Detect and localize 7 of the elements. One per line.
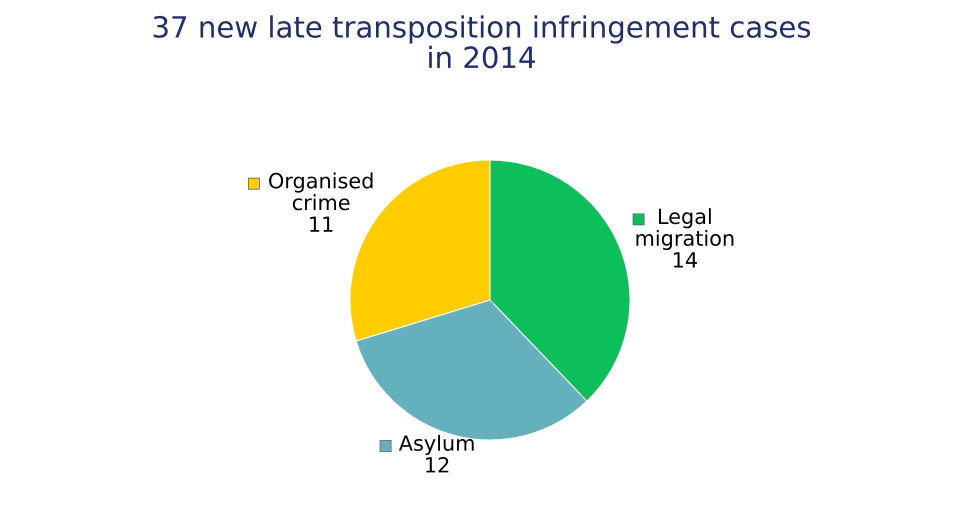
data-label: 12	[426, 456, 448, 472]
legend-label: Asylum	[398, 434, 474, 456]
legend-label: Organised crime	[269, 172, 373, 210]
data-label: 11	[310, 216, 332, 232]
chart-title: 37 new late transposition infringement cases in 2014	[154, 15, 810, 68]
data-label: 14	[674, 252, 697, 268]
legend-label: Legal migration	[636, 208, 734, 250]
